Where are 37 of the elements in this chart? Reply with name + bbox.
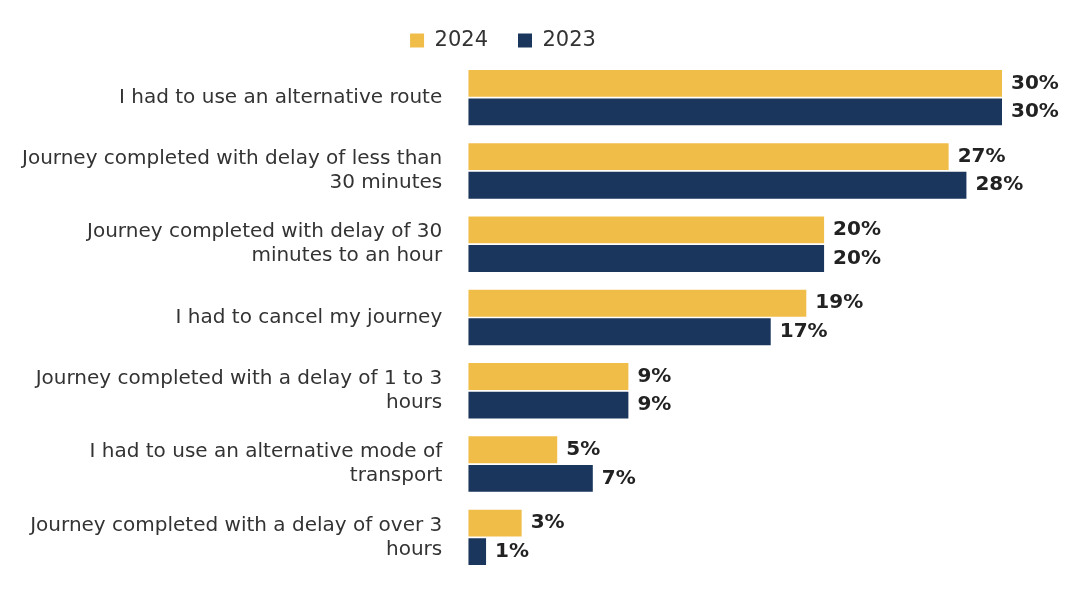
bar	[468, 318, 771, 346]
legend-label: 2024	[434, 26, 489, 51]
data-label: 30%	[1011, 98, 1059, 123]
data-label: 19%	[815, 289, 864, 314]
legend-label: 2023	[542, 26, 596, 51]
data-label: 27%	[957, 142, 1006, 167]
bar	[468, 363, 629, 390]
bar	[468, 538, 487, 566]
y-tick-label: Journey completed with a delay of over 3 hours	[28, 511, 443, 560]
data-label: 20%	[833, 244, 881, 269]
bar	[468, 171, 967, 199]
data-label: 3%	[530, 509, 565, 534]
bar	[468, 391, 629, 419]
data-label: 28%	[975, 171, 1024, 196]
y-tick-label: I had to use an alternative mode of transport	[89, 438, 444, 487]
y-tick-label: Journey completed with delay of less than 30 minutes	[20, 145, 443, 194]
y-tick-label: I had to cancel my journey	[175, 303, 443, 328]
data-label: 7%	[601, 464, 636, 489]
bar	[468, 289, 807, 317]
data-label: 9%	[637, 391, 672, 416]
data-label: 20%	[833, 216, 881, 241]
bar	[468, 216, 825, 244]
data-label: 17%	[779, 317, 828, 342]
bar	[468, 464, 593, 492]
y-tick-label: I had to use an alternative route	[119, 83, 443, 108]
bar	[468, 245, 825, 272]
data-label: 9%	[637, 362, 672, 387]
y-tick-label: Journey completed with delay of 30 minutes to an hour	[85, 218, 444, 267]
bar	[468, 98, 1002, 126]
bar	[468, 436, 558, 464]
bar	[468, 143, 949, 171]
data-label: 1%	[495, 537, 530, 562]
bar	[468, 509, 522, 537]
data-label: 30%	[1011, 69, 1059, 94]
bar	[468, 69, 1002, 97]
y-tick-label: Journey completed with a delay of 1 to 3 hours	[33, 364, 443, 413]
data-label: 5%	[566, 435, 601, 460]
